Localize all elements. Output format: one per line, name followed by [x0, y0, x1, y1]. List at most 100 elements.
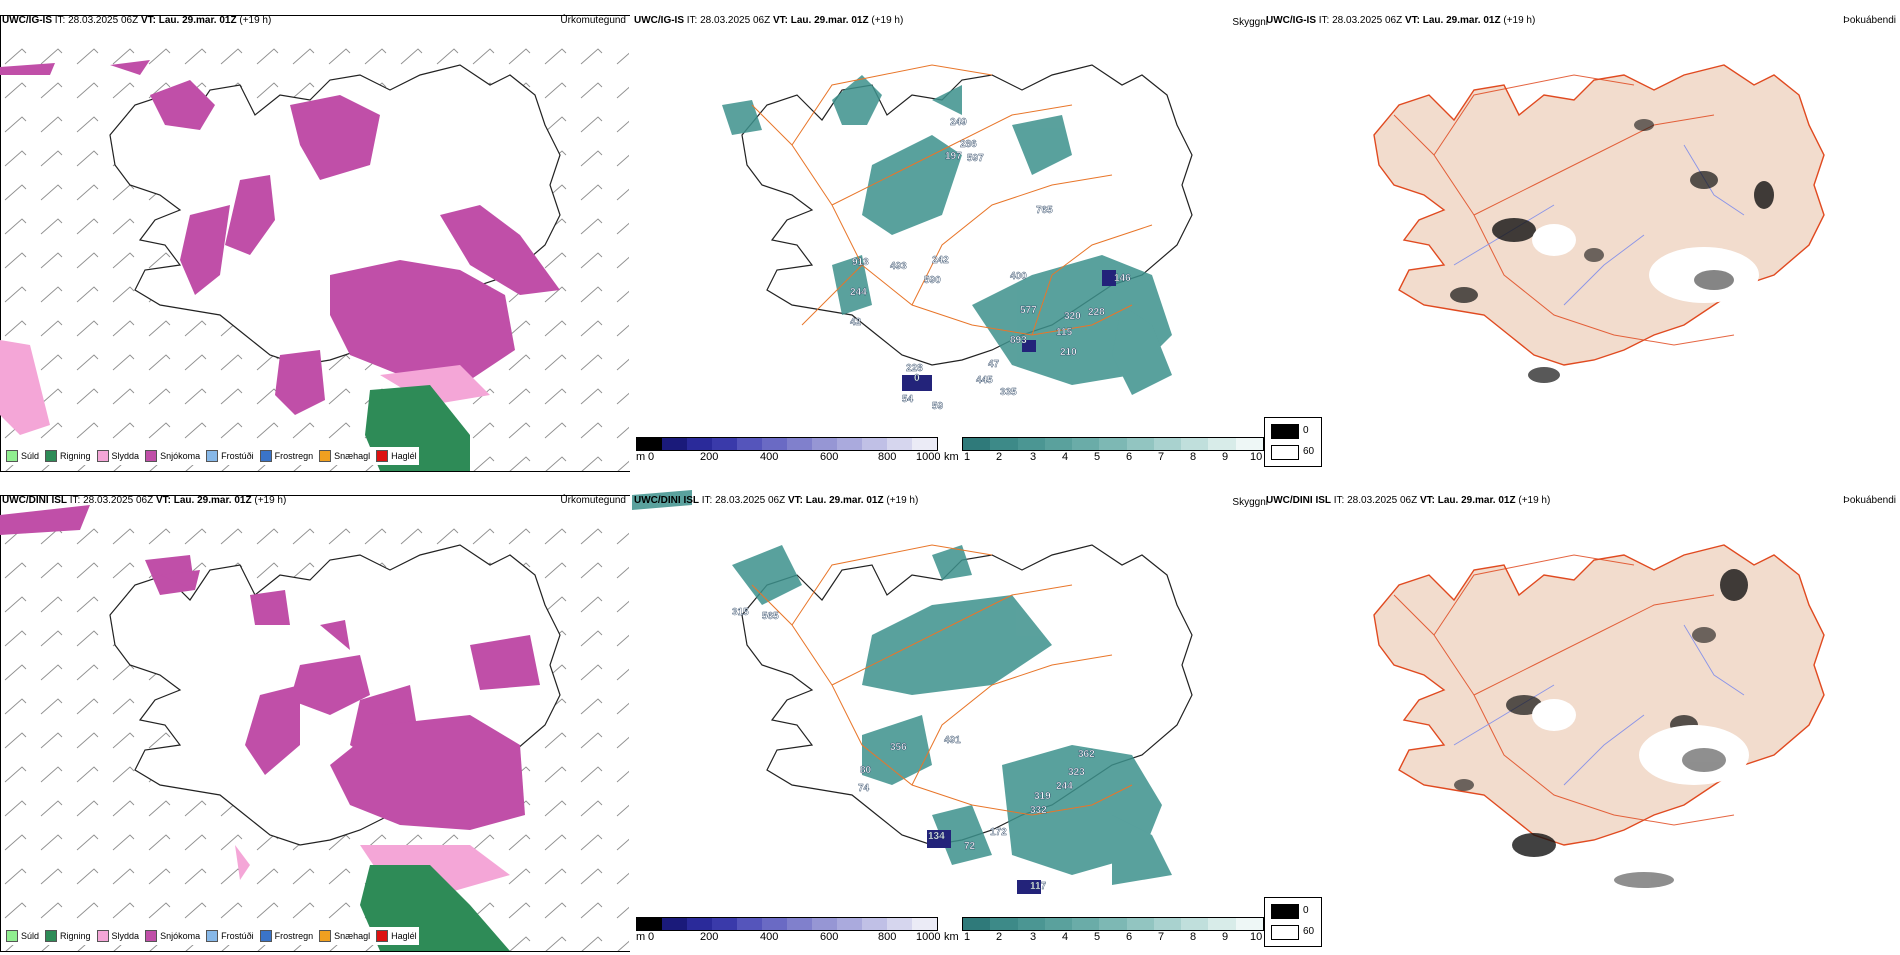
- elevation-label: 117: [1030, 881, 1047, 892]
- elevation-labels: 249 286 197 597 765 913 493 244 242 42 5…: [850, 117, 1132, 412]
- panel-frame: [0, 15, 630, 472]
- elevation-label: 59: [932, 401, 944, 412]
- precip-map: [0, 505, 629, 951]
- elevation-label: 249: [950, 117, 967, 128]
- panel-title: Þokuábendi: [1843, 15, 1896, 26]
- legend-swatch: [45, 450, 58, 462]
- elevation-label: 445: [976, 375, 993, 386]
- fog-index-panel-row2: UWC/DINI ISL IT: 28.03.2025 06Z VT: Lau.…: [1264, 485, 1900, 955]
- panel-header: UWC/IG-IS IT: 28.03.2025 06Z VT: Lau. 29…: [1266, 15, 1536, 26]
- legend-item: Snæhagl: [319, 930, 370, 942]
- elevation-label: 765: [1036, 205, 1053, 216]
- legend-swatch: [145, 930, 158, 942]
- visibility-colorbar: [962, 917, 1264, 931]
- elevation-label: 565: [762, 611, 779, 622]
- elevation-label: 356: [890, 742, 907, 753]
- elevation-label: 80: [860, 765, 872, 776]
- panel-header: UWC/IG-IS IT: 28.03.2025 06Z VT: Lau. 29…: [2, 15, 272, 26]
- legend-item: Slydda: [96, 930, 139, 942]
- elevation-label: 597: [967, 153, 984, 164]
- legend-swatch: [319, 450, 332, 462]
- elevation-label: 913: [852, 257, 869, 268]
- legend-item: Frostúði: [206, 450, 254, 462]
- elevation-label: 172: [990, 827, 1007, 838]
- visibility-map: 249 286 197 597 765 913 493 244 242 42 5…: [722, 64, 1193, 412]
- panel-title: Skyggni: [1232, 497, 1268, 508]
- elevation-label: 400: [1010, 271, 1027, 282]
- legend-swatch: [206, 930, 219, 942]
- legend-item: Slydda: [96, 450, 139, 462]
- elevation-label: 332: [1030, 805, 1047, 816]
- elevation-label: 72: [964, 841, 976, 852]
- visibility-panel-row1: UWC/IG-IS IT: 28.03.2025 06Z VT: Lau. 29…: [632, 5, 1272, 475]
- elevation-label: 577: [1020, 305, 1037, 316]
- panel-header: UWC/DINI ISL IT: 28.03.2025 06Z VT: Lau.…: [1266, 495, 1551, 506]
- ceiling-colorbar: [636, 437, 938, 451]
- fog-legend: 0 60: [1264, 417, 1322, 467]
- fog-legend: 0 60: [1264, 897, 1322, 947]
- legend-item: Rigning: [45, 930, 91, 942]
- panel-title: Úrkomutegund: [560, 15, 626, 26]
- elevation-label: 197: [945, 151, 962, 162]
- legend-item: Frostregn: [259, 450, 313, 462]
- fog-map: [1373, 64, 1825, 383]
- elevation-label: 244: [850, 287, 867, 298]
- elevation-label: 362: [1078, 749, 1095, 760]
- visibility-map: 315 565 356 491 80 74 362 323 244 319 33…: [632, 490, 1193, 894]
- legend-swatch: [319, 930, 332, 942]
- legend-swatch: [96, 450, 109, 462]
- legend-swatch: [259, 930, 272, 942]
- precip-type-panel-row2: UWC/DINI ISL IT: 28.03.2025 06Z VT: Lau.…: [0, 485, 630, 955]
- elevation-label: 0: [914, 373, 920, 384]
- legend-item: Snjókoma: [145, 450, 200, 462]
- legend-item: Rigning: [45, 450, 91, 462]
- visibility-panel-row2: UWC/DINI ISL IT: 28.03.2025 06Z VT: Lau.…: [632, 485, 1272, 955]
- elevation-label: 146: [1114, 273, 1131, 284]
- elevation-label: 134: [928, 831, 945, 842]
- legend-swatch: [376, 450, 389, 462]
- precip-type-legend: Súld Rigning Slydda Snjókoma Frostúði Fr…: [4, 927, 419, 945]
- elevation-label: 228: [1088, 307, 1105, 318]
- panel-header: UWC/IG-IS IT: 28.03.2025 06Z VT: Lau. 29…: [634, 15, 904, 26]
- elevation-label: 315: [732, 607, 749, 618]
- elevation-label: 335: [1000, 387, 1017, 398]
- visibility-colorbar: [962, 437, 1264, 451]
- legend-item: Haglél: [376, 930, 417, 942]
- elevation-label: 323: [1068, 767, 1085, 778]
- visibility-ticks: km 1 2 3 4 5 6 7 8 9 10: [944, 451, 1263, 463]
- elevation-label: 74: [858, 783, 870, 794]
- elevation-label: 228: [906, 363, 923, 374]
- elevation-labels: 315 565 356 491 80 74 362 323 244 319 33…: [732, 607, 1096, 892]
- elevation-label: 54: [902, 394, 914, 405]
- legend-swatch: [6, 450, 18, 462]
- elevation-label: 491: [944, 735, 961, 746]
- panel-title: Úrkomutegund: [560, 495, 626, 506]
- precip-type-legend: Súld Rigning Slydda Snjókoma Frostúði Fr…: [4, 447, 419, 465]
- legend-swatch: [1271, 925, 1299, 940]
- legend-item: Frostúði: [206, 930, 254, 942]
- panel-header: UWC/DINI ISL IT: 28.03.2025 06Z VT: Lau.…: [2, 495, 287, 506]
- elevation-label: 493: [890, 261, 907, 272]
- ceiling-ticks: m 0 200 400 600 800 1000: [636, 451, 941, 463]
- legend-swatch: [96, 930, 109, 942]
- legend-item: Súld: [6, 930, 39, 942]
- panel-title: Þokuábendi: [1843, 495, 1896, 506]
- elevation-label: 242: [932, 255, 949, 266]
- ceiling-ticks: m 0 200 400 600 800 1000: [636, 931, 941, 943]
- elevation-label: 244: [1056, 781, 1073, 792]
- legend-swatch: [1271, 445, 1299, 460]
- legend-swatch: [206, 450, 219, 462]
- panel-header: UWC/DINI ISL IT: 28.03.2025 06Z VT: Lau.…: [634, 495, 919, 506]
- elevation-label: 286: [960, 139, 977, 150]
- fog-index-panel-row1: UWC/IG-IS IT: 28.03.2025 06Z VT: Lau. 29…: [1264, 5, 1900, 475]
- legend-item: Snæhagl: [319, 450, 370, 462]
- legend-item: Snjókoma: [145, 930, 200, 942]
- precip-map: [0, 31, 629, 471]
- elevation-label: 893: [1010, 335, 1027, 346]
- legend-swatch: [376, 930, 389, 942]
- legend-swatch: [259, 450, 272, 462]
- elevation-label: 590: [924, 275, 941, 286]
- legend-swatch: [45, 930, 58, 942]
- legend-item: Haglél: [376, 450, 417, 462]
- fog-map: [1373, 544, 1825, 888]
